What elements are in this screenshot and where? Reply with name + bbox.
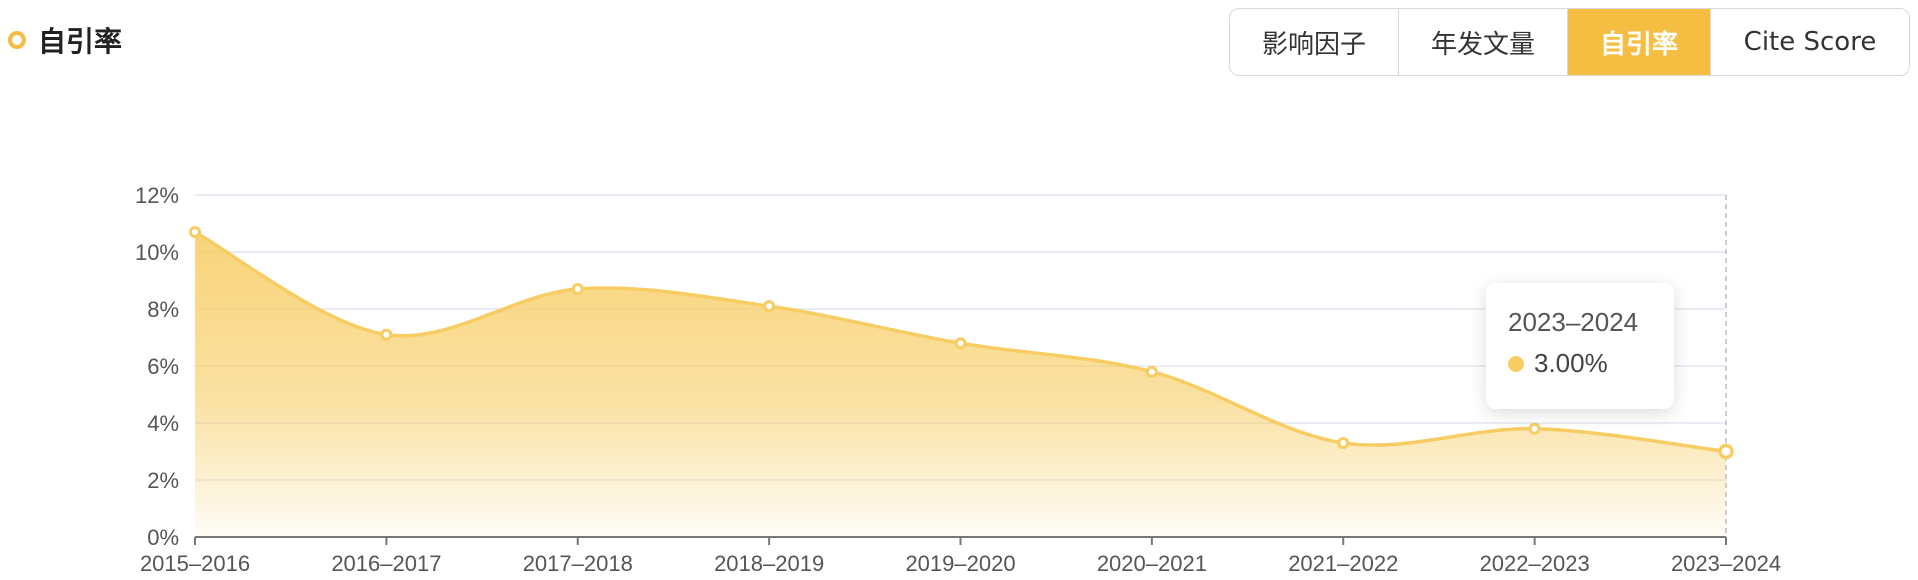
x-tick-label: 2021–2022 <box>1288 551 1398 576</box>
y-tick-label: 10% <box>135 240 179 265</box>
tab-annual-publications[interactable]: 年发文量 <box>1399 9 1568 75</box>
x-tick-label: 2019–2020 <box>905 551 1015 576</box>
x-tick-label: 2016–2017 <box>331 551 441 576</box>
tooltip-value-row: 3.00% <box>1508 348 1674 379</box>
tab-impact-factor[interactable]: 影响因子 <box>1230 9 1399 75</box>
data-point <box>1718 443 1734 460</box>
x-tick-label: 2022–2023 <box>1480 551 1590 576</box>
y-tick-label: 2% <box>147 468 179 493</box>
series-area <box>195 232 1726 538</box>
data-point <box>571 283 584 296</box>
x-tick-label: 2020–2021 <box>1097 551 1207 576</box>
bullet-dot-icon <box>8 31 26 49</box>
y-tick-label: 0% <box>147 525 179 550</box>
metric-tab-group: 影响因子 年发文量 自引率 Cite Score <box>1229 8 1910 76</box>
y-tick-label: 4% <box>147 411 179 436</box>
data-point <box>380 328 393 341</box>
chart-tooltip: 2023–2024 3.00% <box>1486 283 1674 409</box>
section-header: 自引率 <box>8 20 122 60</box>
page-title: 自引率 <box>38 25 123 58</box>
tooltip-category: 2023–2024 <box>1508 307 1639 337</box>
data-point <box>1145 365 1158 378</box>
y-tick-label: 6% <box>147 354 179 379</box>
y-tick-label: 8% <box>147 297 179 322</box>
data-point <box>189 226 201 239</box>
tooltip-value: 3.00% <box>1534 348 1608 378</box>
tab-cite-score[interactable]: Cite Score <box>1743 27 1877 57</box>
tab-self-citation-rate[interactable]: 自引率 <box>1568 9 1711 75</box>
x-tick-label: 2017–2018 <box>523 551 633 576</box>
x-tick-label: 2015–2016 <box>140 551 250 576</box>
data-point <box>1528 422 1541 435</box>
x-tick-label: 2018–2019 <box>714 551 824 576</box>
x-tick-label: 2023–2024 <box>1671 551 1781 576</box>
data-point <box>1337 436 1350 449</box>
data-point <box>763 300 776 313</box>
series-dot-icon <box>1508 355 1524 372</box>
y-tick-label: 12% <box>135 183 179 208</box>
data-point <box>954 337 967 350</box>
